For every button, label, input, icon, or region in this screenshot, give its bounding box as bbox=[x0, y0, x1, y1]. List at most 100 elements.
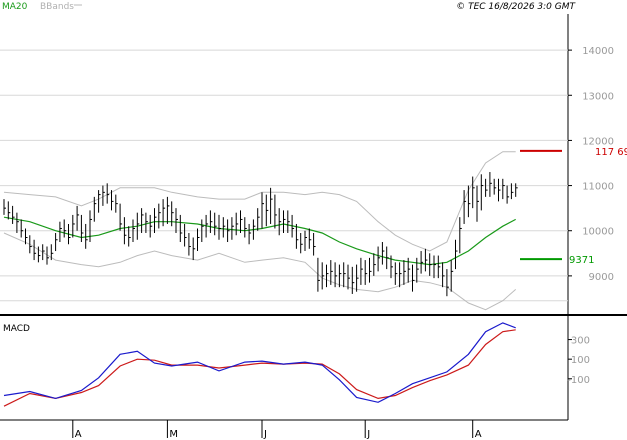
price-bar bbox=[235, 212, 239, 236]
ma20-line bbox=[3, 216, 516, 266]
price-bar bbox=[166, 196, 170, 224]
price-bar bbox=[76, 205, 80, 231]
price-bar bbox=[89, 210, 92, 243]
price-bar bbox=[68, 223, 71, 245]
price-bar bbox=[154, 208, 157, 233]
price-bar bbox=[209, 210, 213, 233]
price-bar bbox=[7, 201, 11, 220]
bollinger-bands bbox=[3, 151, 517, 311]
price-bar bbox=[412, 264, 415, 292]
price-bar bbox=[265, 194, 269, 227]
support-label: 9371 bbox=[569, 255, 594, 266]
price-bar bbox=[295, 223, 299, 249]
price-bar bbox=[278, 208, 282, 236]
price-bar bbox=[338, 264, 342, 288]
price-bar bbox=[304, 230, 307, 252]
price-bar bbox=[321, 262, 325, 290]
legend-ma20: MA20 bbox=[2, 2, 28, 12]
price-bar bbox=[205, 214, 209, 238]
price-bar bbox=[429, 253, 432, 276]
ma20-line-group bbox=[3, 216, 516, 266]
price-bar bbox=[85, 223, 88, 249]
price-bar bbox=[102, 185, 105, 206]
price-gridlines bbox=[0, 49, 572, 302]
price-bar bbox=[442, 262, 445, 288]
price-bar bbox=[149, 214, 153, 238]
price-bar bbox=[63, 219, 67, 238]
price-bar bbox=[274, 194, 277, 229]
price-bar bbox=[248, 223, 252, 245]
price-bar bbox=[240, 210, 243, 233]
price-bar bbox=[270, 187, 273, 224]
price-y-tick-label: 11000 bbox=[582, 182, 614, 193]
price-bar bbox=[351, 266, 355, 294]
price-levels: 117 69 9371 bbox=[520, 147, 627, 266]
price-bar bbox=[403, 260, 406, 285]
price-bar bbox=[390, 255, 393, 279]
price-bar bbox=[80, 214, 84, 243]
price-bar bbox=[222, 217, 226, 238]
price-bar bbox=[123, 217, 127, 245]
price-bar bbox=[407, 257, 411, 283]
price-bar bbox=[446, 269, 449, 297]
price-bar bbox=[184, 223, 187, 247]
legend-bbands: BBands bbox=[40, 2, 74, 12]
price-bar bbox=[343, 262, 346, 288]
price-bar bbox=[334, 262, 338, 288]
price-bar bbox=[476, 185, 479, 222]
price-bar bbox=[467, 185, 471, 218]
price-bar bbox=[132, 219, 135, 243]
price-bar bbox=[37, 246, 41, 263]
price-bar bbox=[171, 201, 174, 227]
price-bar bbox=[283, 210, 286, 233]
price-bar bbox=[364, 260, 368, 285]
x-tick-label: A bbox=[75, 429, 82, 440]
price-bar bbox=[93, 196, 97, 222]
price-bar bbox=[317, 257, 320, 292]
macd-line bbox=[3, 322, 516, 403]
price-bar bbox=[227, 219, 230, 243]
price-bar bbox=[106, 183, 110, 204]
price-bar bbox=[12, 205, 15, 224]
price-bar bbox=[136, 212, 140, 240]
price-bar bbox=[197, 228, 200, 252]
price-bar bbox=[308, 228, 312, 249]
price-bar bbox=[300, 232, 303, 254]
resistance-label: 117 69 bbox=[595, 147, 627, 158]
price-bar bbox=[485, 178, 488, 197]
price-bar bbox=[214, 212, 217, 236]
price-bar bbox=[29, 235, 32, 254]
price-bar bbox=[326, 264, 329, 288]
price-bar bbox=[192, 237, 196, 261]
price-bar bbox=[480, 174, 484, 211]
price-bar bbox=[347, 264, 350, 290]
price-bar bbox=[386, 246, 389, 270]
price-bar bbox=[3, 199, 6, 215]
price-bar bbox=[369, 257, 372, 283]
price-bar bbox=[188, 232, 191, 256]
price-bar bbox=[472, 176, 475, 209]
price-bar bbox=[433, 255, 436, 279]
price-bar bbox=[313, 232, 316, 256]
price-bar bbox=[257, 208, 260, 231]
price-bar bbox=[218, 214, 221, 240]
price-bar bbox=[424, 248, 428, 272]
price-bars bbox=[3, 172, 518, 297]
price-bar bbox=[506, 185, 510, 204]
price-bar bbox=[515, 183, 518, 197]
price-bar bbox=[111, 190, 114, 211]
price-bar bbox=[16, 212, 19, 233]
price-bar bbox=[46, 246, 49, 265]
price-bar bbox=[201, 219, 204, 243]
price-bar bbox=[158, 203, 161, 229]
price-bar bbox=[162, 199, 166, 227]
price-bar bbox=[416, 257, 419, 283]
x-tick-label: A bbox=[475, 429, 482, 440]
price-bar bbox=[141, 208, 144, 233]
price-bar bbox=[510, 183, 514, 200]
macd-signal-line bbox=[3, 329, 516, 407]
price-bar bbox=[373, 253, 376, 276]
price-bar bbox=[459, 217, 462, 254]
